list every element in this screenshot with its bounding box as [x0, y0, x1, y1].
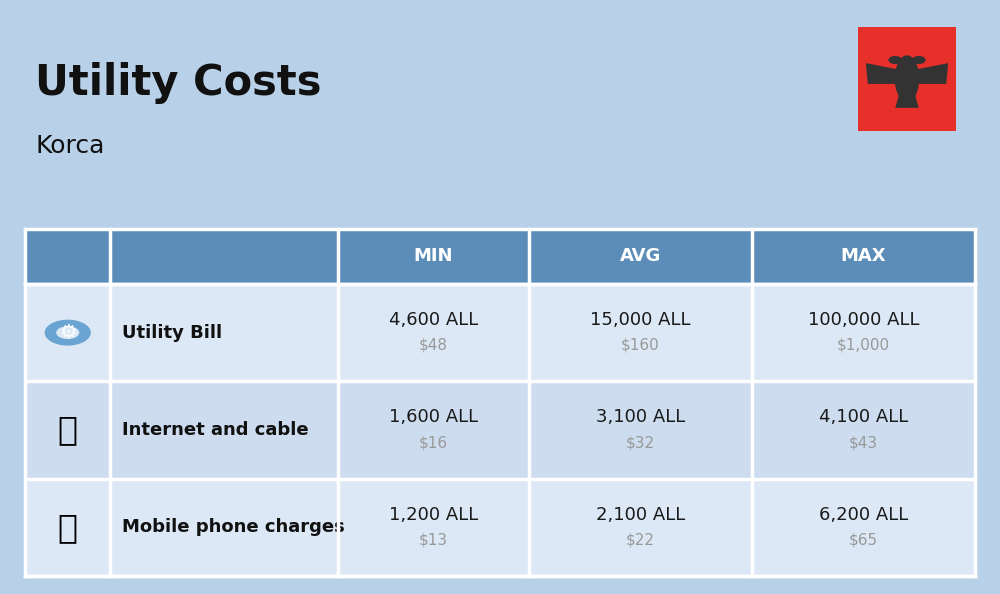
Bar — [110, 229, 338, 284]
Text: $16: $16 — [419, 435, 448, 450]
Bar — [528, 479, 752, 576]
Bar — [25, 381, 110, 479]
Bar — [110, 381, 338, 479]
Bar — [110, 479, 338, 576]
Text: ⚙: ⚙ — [59, 323, 76, 342]
Text: 1,600 ALL: 1,600 ALL — [389, 409, 478, 426]
Text: 2,100 ALL: 2,100 ALL — [596, 506, 685, 524]
Polygon shape — [895, 94, 919, 108]
Text: Utility Bill: Utility Bill — [122, 324, 223, 342]
Bar — [25, 229, 110, 284]
Text: 📱: 📱 — [58, 511, 78, 544]
Text: 6,200 ALL: 6,200 ALL — [819, 506, 908, 524]
Bar — [752, 229, 975, 284]
Text: $65: $65 — [849, 533, 878, 548]
FancyBboxPatch shape — [858, 27, 956, 131]
Text: $160: $160 — [621, 338, 660, 353]
Bar — [528, 229, 752, 284]
Circle shape — [888, 56, 902, 64]
Text: 4,600 ALL: 4,600 ALL — [389, 311, 478, 329]
Text: 📶: 📶 — [58, 413, 78, 447]
Text: 1,200 ALL: 1,200 ALL — [389, 506, 478, 524]
Text: 3,100 ALL: 3,100 ALL — [596, 409, 685, 426]
Polygon shape — [866, 63, 903, 84]
Text: $22: $22 — [626, 533, 655, 548]
Bar — [338, 381, 528, 479]
Text: 🦅: 🦅 — [898, 64, 916, 93]
Text: $13: $13 — [419, 533, 448, 548]
Polygon shape — [911, 63, 948, 84]
Text: MAX: MAX — [841, 247, 886, 266]
Text: AVG: AVG — [619, 247, 661, 266]
Ellipse shape — [895, 55, 919, 102]
Text: Mobile phone charges: Mobile phone charges — [122, 519, 345, 536]
Bar — [528, 284, 752, 381]
Bar — [338, 229, 528, 284]
Text: Internet and cable: Internet and cable — [122, 421, 309, 439]
Text: 100,000 ALL: 100,000 ALL — [808, 311, 919, 329]
Text: Utility Costs: Utility Costs — [35, 62, 322, 105]
Bar — [528, 381, 752, 479]
Text: MIN: MIN — [414, 247, 453, 266]
Ellipse shape — [45, 320, 91, 346]
Bar — [752, 284, 975, 381]
Text: $1,000: $1,000 — [837, 338, 890, 353]
Bar — [25, 284, 110, 381]
Text: 4,100 ALL: 4,100 ALL — [819, 409, 908, 426]
Bar — [25, 479, 110, 576]
Bar — [338, 479, 528, 576]
Text: $32: $32 — [626, 435, 655, 450]
Text: $43: $43 — [849, 435, 878, 450]
Bar — [752, 479, 975, 576]
Text: 15,000 ALL: 15,000 ALL — [590, 311, 690, 329]
Bar — [338, 284, 528, 381]
Text: Korca: Korca — [35, 134, 104, 157]
Text: $48: $48 — [419, 338, 448, 353]
Bar — [110, 284, 338, 381]
Ellipse shape — [56, 326, 79, 339]
Circle shape — [912, 56, 926, 64]
Bar — [752, 381, 975, 479]
